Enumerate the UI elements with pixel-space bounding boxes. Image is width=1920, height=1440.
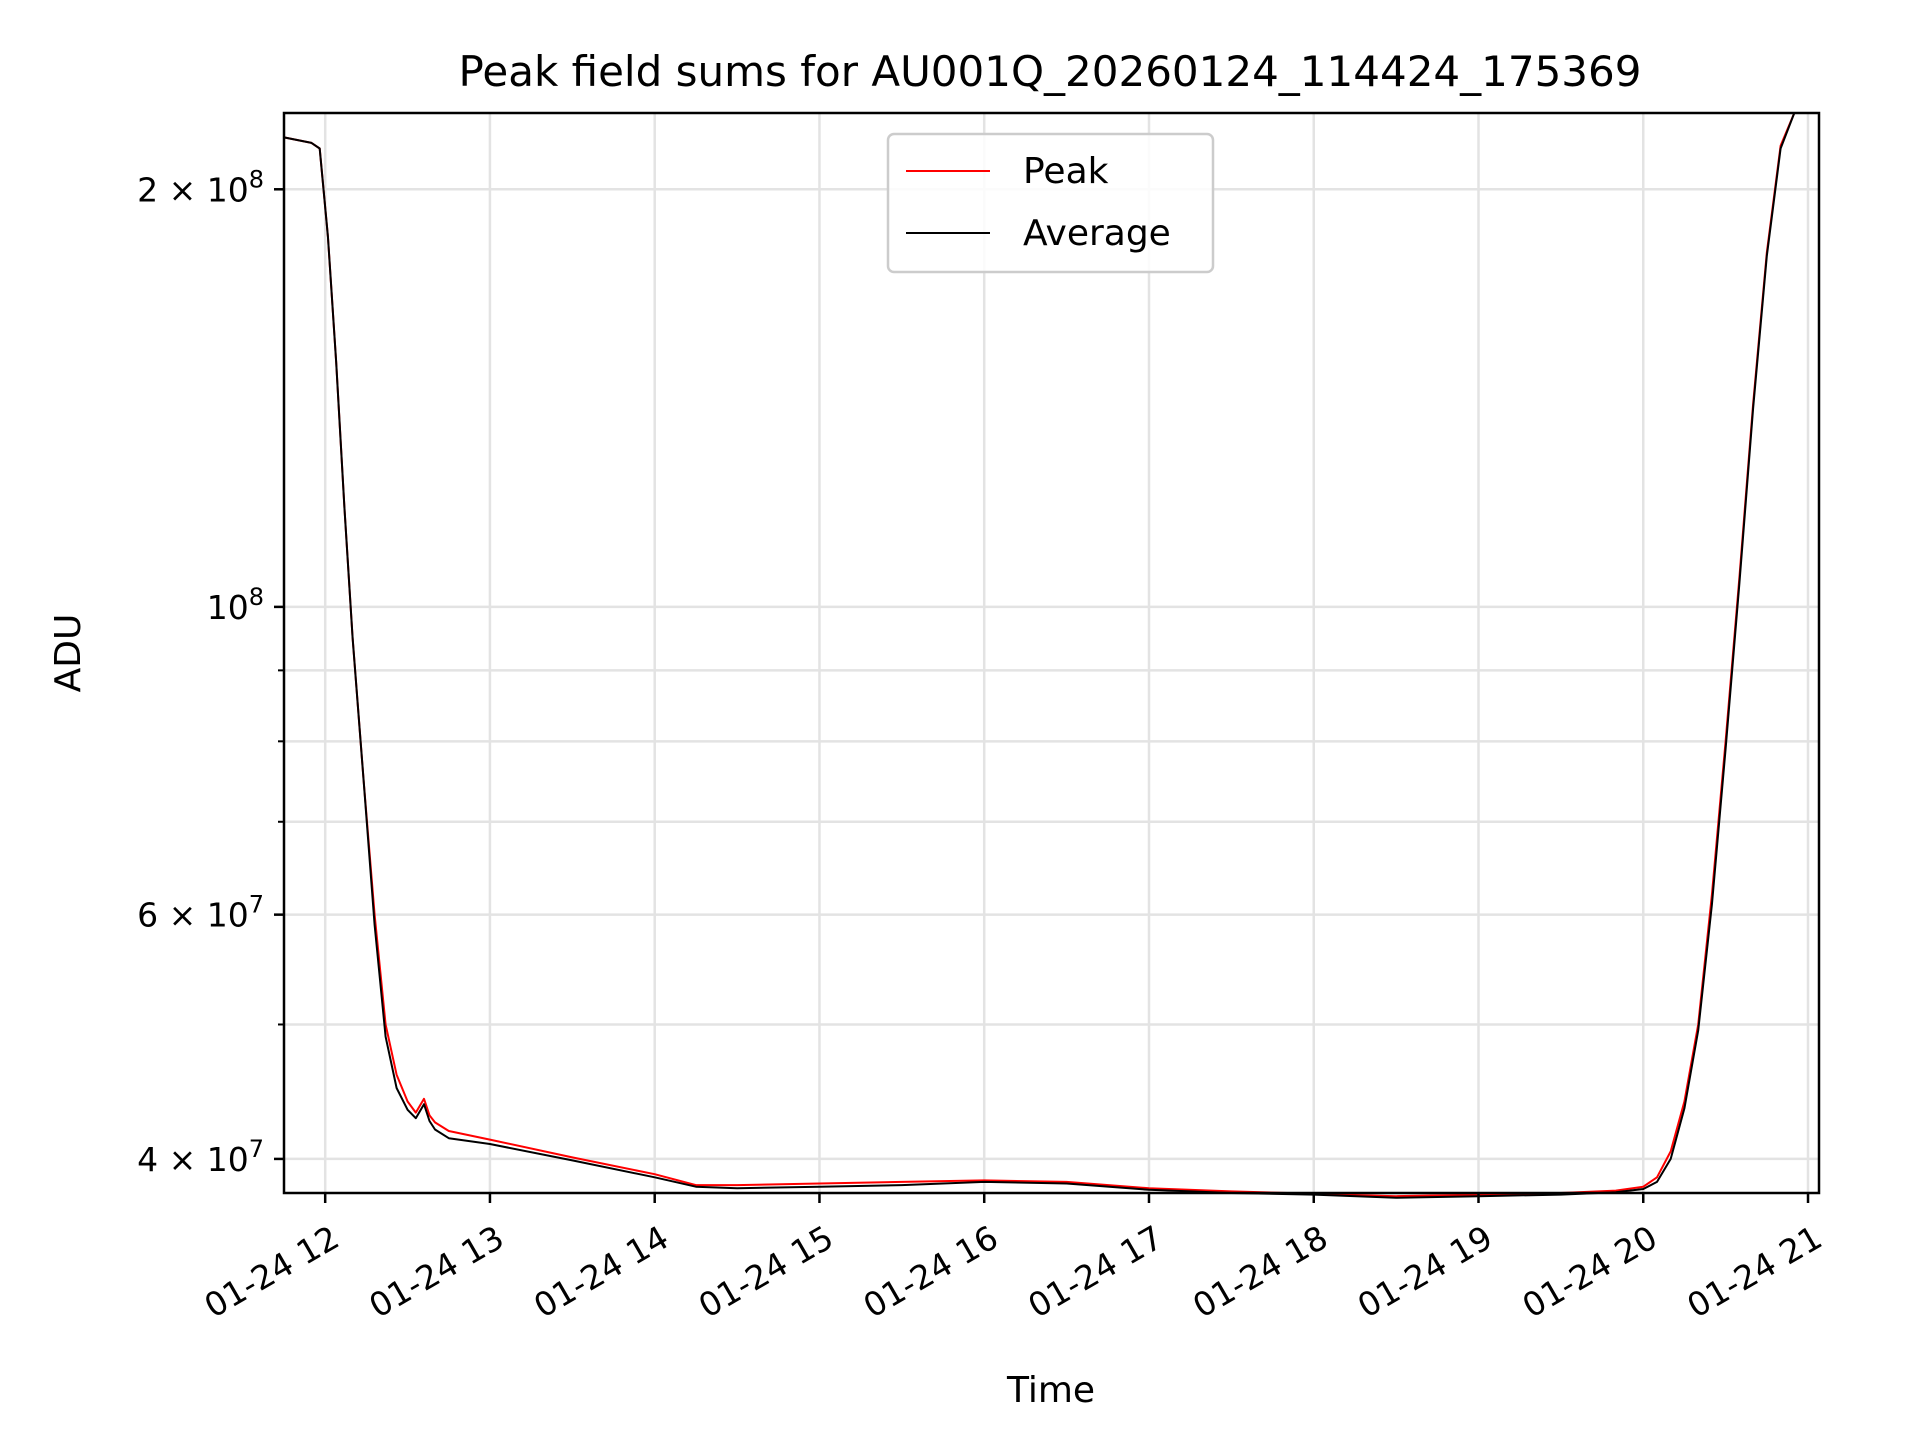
y-axis: 4 × 107 6 × 107 108 2 × 108 — [137, 165, 284, 1179]
grid — [284, 113, 1819, 1193]
y-tick-label: 6 × 107 — [137, 891, 264, 935]
legend: Peak Average — [886, 132, 1215, 274]
series-layer — [283, 112, 1819, 1199]
legend-label-average: Average — [1023, 213, 1171, 254]
y-tick-label: 4 × 107 — [137, 1135, 264, 1179]
x-axis-label: Time — [1006, 1370, 1095, 1411]
y-tick-label: 108 — [207, 583, 264, 627]
chart-title: Peak field sums for AU001Q_20260124_1144… — [459, 47, 1642, 96]
plot-frame — [282, 111, 1821, 1195]
y-axis-label: ADU — [48, 614, 89, 693]
y-tick-label: 2 × 108 — [137, 165, 264, 209]
series-line-average — [283, 112, 1819, 1199]
legend-label-peak: Peak — [1023, 151, 1109, 192]
legend-box — [886, 132, 1215, 274]
